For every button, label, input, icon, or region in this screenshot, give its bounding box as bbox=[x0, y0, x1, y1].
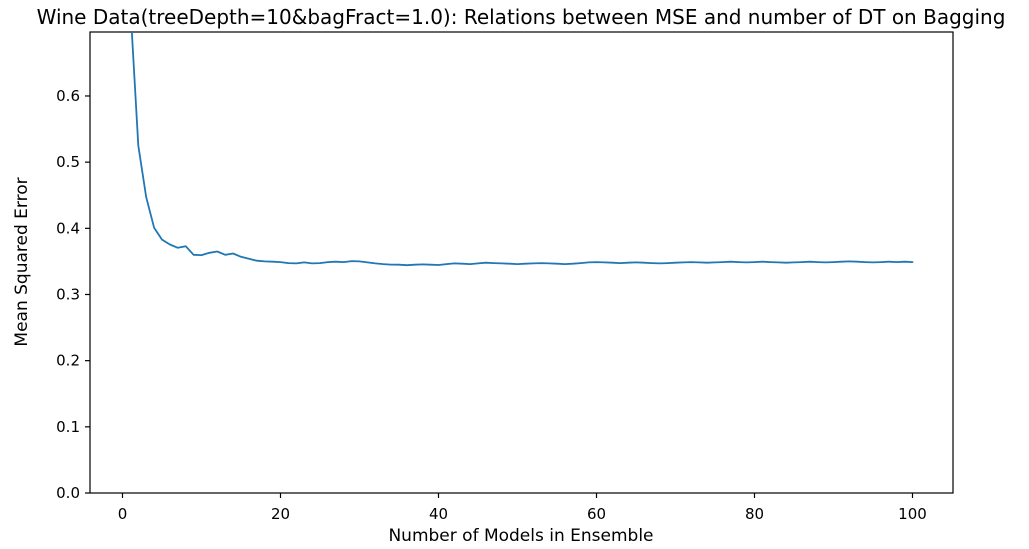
axes-spines bbox=[89, 31, 954, 494]
y-tick-label: 0.3 bbox=[56, 285, 80, 303]
x-axis-label: Number of Models in Ensemble bbox=[388, 526, 654, 546]
chart-title: Wine Data(treeDepth=10&bagFract=1.0): Re… bbox=[36, 5, 1006, 29]
x-tick-label: 20 bbox=[271, 505, 290, 523]
x-tick-label: 40 bbox=[429, 505, 448, 523]
y-tick-label: 0.2 bbox=[56, 352, 80, 370]
y-tick-label: 0.5 bbox=[56, 153, 80, 171]
x-tick-label: 80 bbox=[745, 505, 764, 523]
y-tick-label: 0.0 bbox=[56, 484, 80, 502]
x-tick-label: 100 bbox=[898, 505, 927, 523]
y-tick-label: 0.4 bbox=[56, 219, 80, 237]
y-tick-label: 0.6 bbox=[56, 87, 80, 105]
x-tick-label: 0 bbox=[118, 505, 128, 523]
x-tick-label: 60 bbox=[587, 505, 606, 523]
y-tick-label: 0.1 bbox=[56, 418, 80, 436]
mse-line bbox=[130, 32, 914, 267]
